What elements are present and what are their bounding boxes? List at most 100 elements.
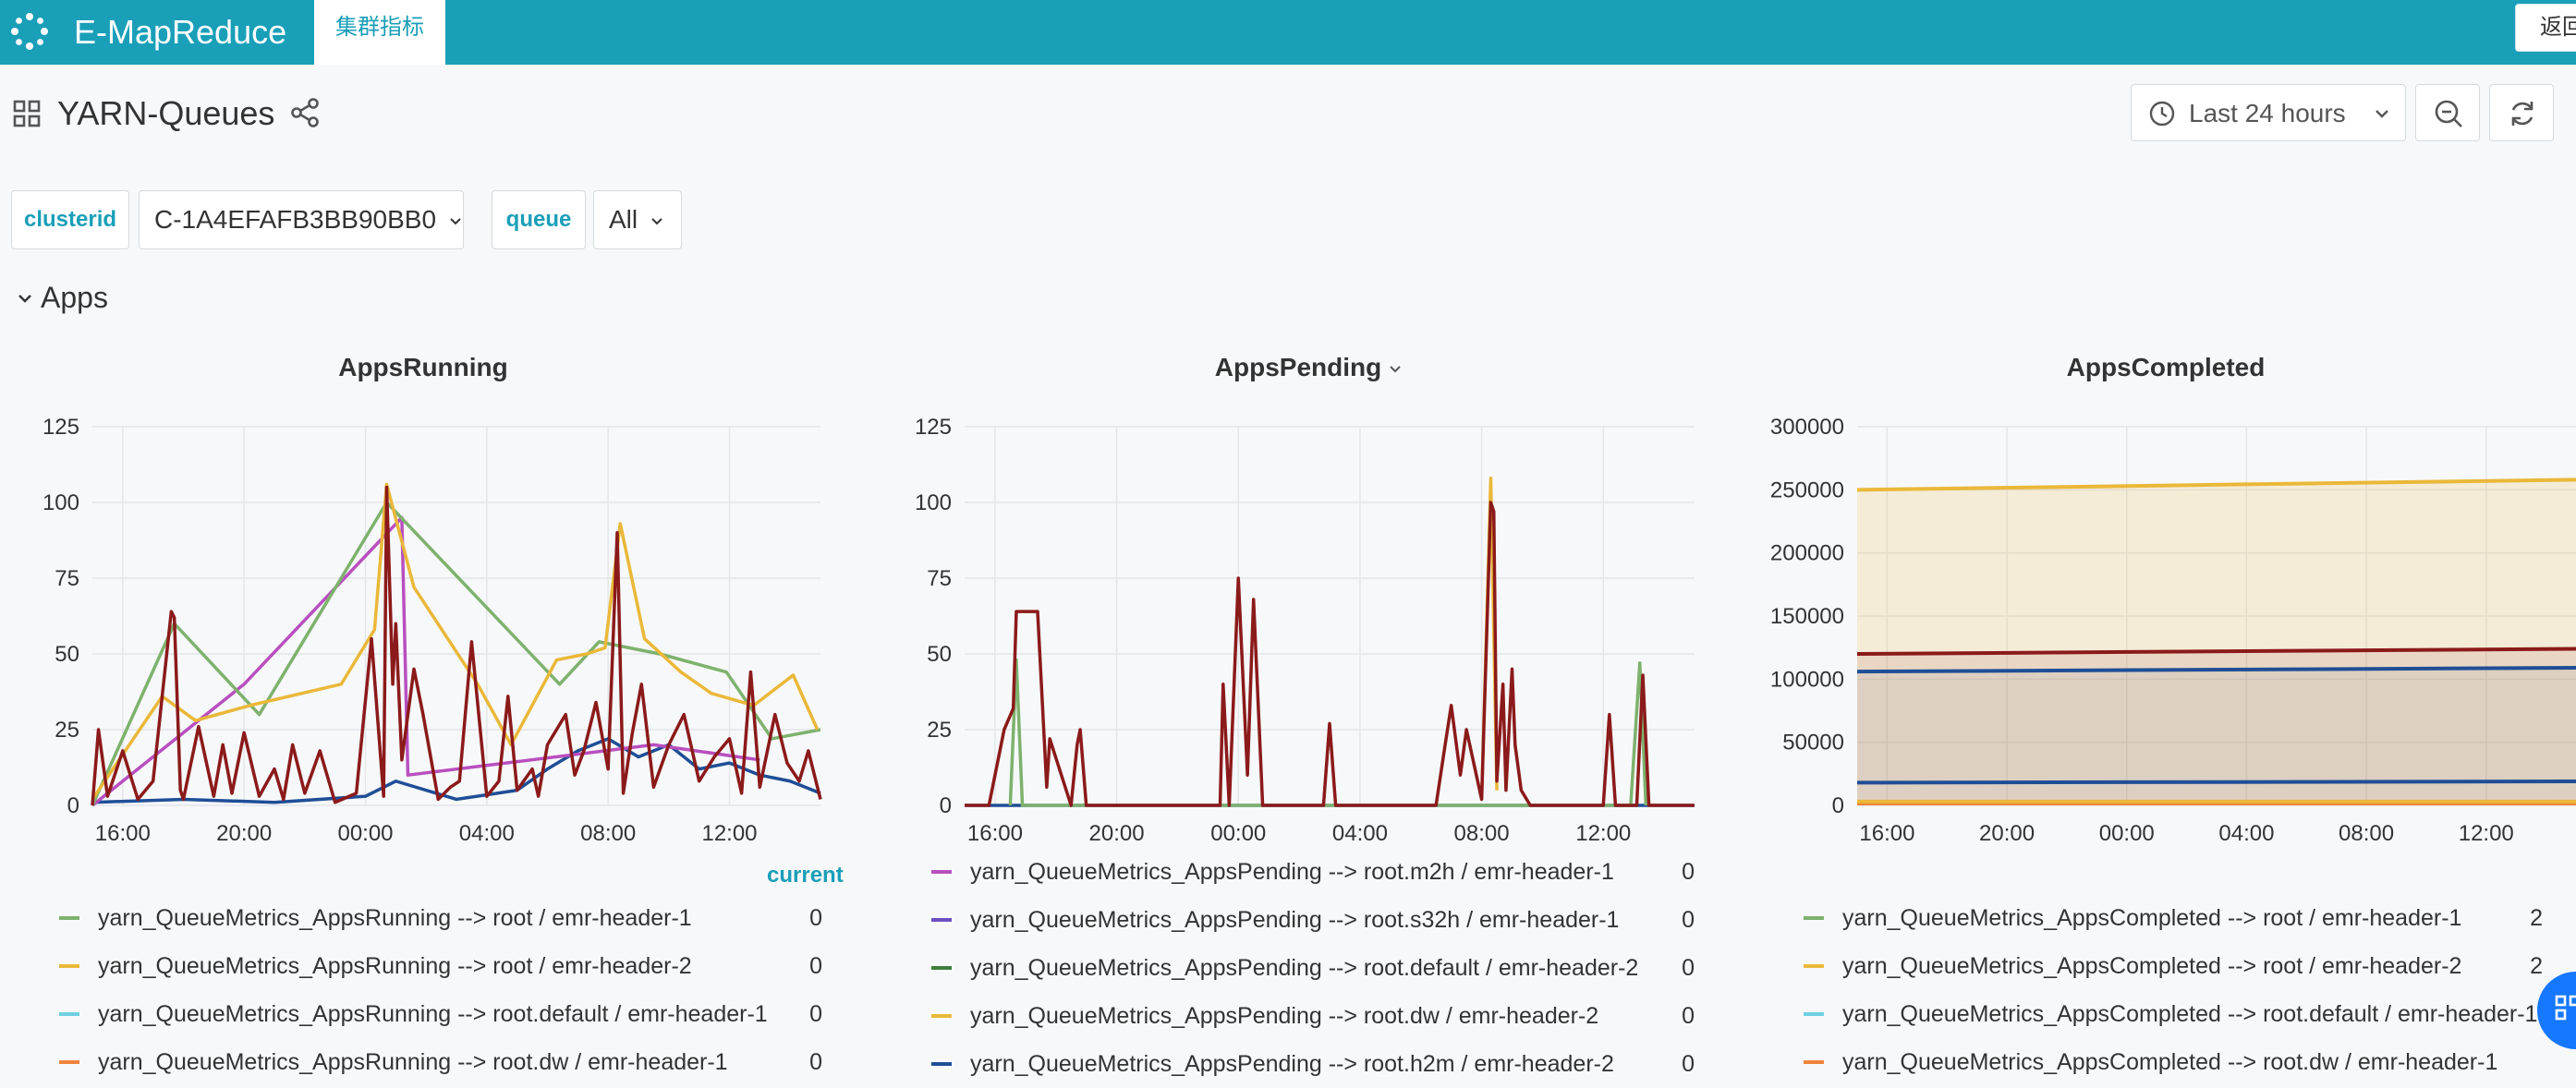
legend-swatch: [931, 1014, 952, 1018]
brand-name[interactable]: E-MapReduce: [74, 13, 287, 51]
legend-item[interactable]: yarn_QueueMetrics_AppsRunning --> root /…: [59, 942, 841, 990]
chevron-down-icon: [2376, 110, 2388, 118]
legend-series-name: yarn_QueueMetrics_AppsRunning --> root /…: [98, 905, 692, 931]
collapse-chevron-icon[interactable]: [17, 290, 33, 307]
legend-item[interactable]: yarn_QueueMetrics_AppsCompleted --> root…: [1804, 894, 2561, 942]
y-tick-label: 150000: [1770, 604, 1844, 629]
series-line[interactable]: [1856, 780, 2576, 785]
legend-current-value: 2: [2530, 905, 2543, 931]
series-line[interactable]: [91, 482, 820, 801]
chevron-down-icon: [450, 217, 461, 225]
share-icon[interactable]: [288, 96, 322, 129]
series-line[interactable]: [1856, 478, 2576, 492]
apps-completed-chart[interactable]: 0 50000 100000 150000 200000 250000 300000 16:0…: [1744, 406, 2576, 850]
x-tick-label: 20:00: [216, 821, 272, 846]
legend-series-name: yarn_QueueMetrics_AppsCompleted --> root…: [1842, 1049, 2498, 1075]
x-tick-label: 08:00: [2339, 821, 2394, 846]
panel-title-apps-completed[interactable]: AppsCompleted: [2066, 353, 2266, 381]
chevron-down-icon: [1390, 365, 1401, 373]
x-tick-label: 16:00: [95, 821, 151, 846]
legend-item[interactable]: yarn_QueueMetrics_AppsRunning --> root.d…: [59, 1038, 841, 1086]
series-line[interactable]: [965, 501, 1695, 807]
legend-current-value: 0: [1682, 955, 1695, 981]
x-tick-label: 12:00: [701, 821, 757, 846]
tab-cluster-metrics[interactable]: 集群指标: [314, 0, 445, 65]
legend-swatch: [59, 1012, 79, 1016]
legend-series-name: yarn_QueueMetrics_AppsPending --> root.s…: [970, 907, 1620, 933]
legend-item[interactable]: yarn_QueueMetrics_AppsCompleted --> root…: [1804, 1038, 2561, 1086]
legend-swatch: [931, 966, 952, 970]
queue-select[interactable]: All: [593, 190, 682, 249]
x-tick-label: 00:00: [337, 821, 393, 846]
apps-pending-chart[interactable]: 0 25 50 75 100 125 16:00 20:00 00:00 04:00 08:00 12…: [872, 406, 1732, 850]
y-tick-label: 50: [55, 642, 79, 667]
apps-running-chart[interactable]: 0 25 50 75 100 125 16:00 20:00 00:00 04:00 08:00 12…: [0, 406, 859, 850]
time-range-picker[interactable]: Last 24 hours: [2131, 84, 2406, 141]
legend-swatch: [1804, 1012, 1824, 1016]
legend-item[interactable]: yarn_QueueMetrics_AppsRunning --> root.d…: [59, 990, 841, 1038]
x-tick-label: 08:00: [1454, 821, 1510, 846]
legend-swatch: [59, 964, 79, 968]
legend-current-value: 2: [2530, 953, 2543, 979]
dashboard-grid-icon[interactable]: [13, 100, 41, 127]
x-tick-label: 08:00: [580, 821, 636, 846]
back-button[interactable]: 返回: [2515, 4, 2576, 52]
legend-series-name: yarn_QueueMetrics_AppsPending --> root.d…: [970, 1003, 1599, 1029]
x-tick-label: 00:00: [2099, 821, 2155, 846]
legend-current-value: 0: [1682, 907, 1695, 933]
legend-series-name: yarn_QueueMetrics_AppsPending --> root.m…: [970, 859, 1614, 885]
area-fill: [1857, 648, 2576, 805]
y-tick-label: 50000: [1782, 731, 1844, 756]
y-tick-label: 200000: [1770, 541, 1844, 566]
legend-swatch: [931, 1062, 952, 1066]
y-tick-label: 75: [927, 566, 952, 591]
area-fill: [1857, 668, 2576, 805]
panel-title-apps-pending[interactable]: AppsPending: [872, 351, 1744, 384]
top-navbar: E-MapReduce 集群指标 返回: [0, 0, 2576, 65]
y-tick-label: 300000: [1770, 415, 1844, 440]
legend-item[interactable]: yarn_QueueMetrics_AppsPending --> root.d…: [931, 944, 1713, 992]
legend-column-current[interactable]: current: [767, 863, 844, 888]
legend-series-name: yarn_QueueMetrics_AppsCompleted --> root…: [1842, 905, 2462, 931]
y-tick-label: 100: [43, 490, 79, 515]
legend-item[interactable]: yarn_QueueMetrics_AppsCompleted --> root…: [1804, 942, 2561, 990]
y-tick-label: 100000: [1770, 667, 1844, 692]
y-tick-label: 50: [927, 642, 952, 667]
series-line[interactable]: [1856, 647, 2576, 656]
legend-current-value: 0: [1682, 1051, 1695, 1077]
refresh-button[interactable]: [2489, 84, 2554, 141]
panel-title-apps-running[interactable]: AppsRunning: [338, 353, 508, 381]
legend-item[interactable]: yarn_QueueMetrics_AppsPending --> root.s…: [931, 896, 1713, 944]
legend-swatch: [1804, 916, 1824, 920]
y-tick-label: 100: [915, 490, 952, 515]
series-line[interactable]: [91, 515, 760, 807]
x-tick-label: 16:00: [967, 821, 1023, 846]
legend-series-name: yarn_QueueMetrics_AppsPending --> root.h…: [970, 1051, 1614, 1077]
y-tick-label: 25: [927, 718, 952, 743]
legend-item[interactable]: yarn_QueueMetrics_AppsPending --> root.d…: [931, 992, 1713, 1040]
legend-series-name: yarn_QueueMetrics_AppsPending --> root.d…: [970, 955, 1639, 981]
dashboard-title[interactable]: YARN-Queues: [57, 94, 275, 132]
series-line[interactable]: [91, 485, 822, 806]
legend-current-value: 0: [809, 1049, 822, 1075]
x-tick-label: 16:00: [1859, 821, 1914, 846]
legend-current-value: 0: [809, 1001, 822, 1027]
legend-item[interactable]: yarn_QueueMetrics_AppsPending --> root.m…: [931, 848, 1713, 896]
clusterid-select[interactable]: C-1A4EFAFB3BB90BB0: [139, 190, 464, 249]
legend-swatch: [1804, 964, 1824, 968]
zoom-out-icon: [2435, 100, 2462, 127]
y-tick-label: 75: [55, 566, 79, 591]
section-title-apps[interactable]: Apps: [41, 281, 108, 314]
legend-item[interactable]: yarn_QueueMetrics_AppsRunning --> root /…: [59, 894, 841, 942]
zoom-out-button[interactable]: [2415, 84, 2480, 141]
legend-item[interactable]: yarn_QueueMetrics_AppsPending --> root.h…: [931, 1040, 1713, 1088]
series-line[interactable]: [1856, 666, 2576, 674]
legend-swatch: [931, 870, 952, 874]
area-fill: [1857, 479, 2576, 805]
legend-item[interactable]: yarn_QueueMetrics_AppsCompleted --> root…: [1804, 990, 2561, 1038]
y-tick-label: 0: [1832, 793, 1844, 818]
clock-icon: [2149, 101, 2175, 127]
legend-series-name: yarn_QueueMetrics_AppsCompleted --> root…: [1842, 1001, 2538, 1027]
legend-series-name: yarn_QueueMetrics_AppsRunning --> root /…: [98, 953, 692, 979]
emr-logo-icon[interactable]: [9, 11, 50, 52]
